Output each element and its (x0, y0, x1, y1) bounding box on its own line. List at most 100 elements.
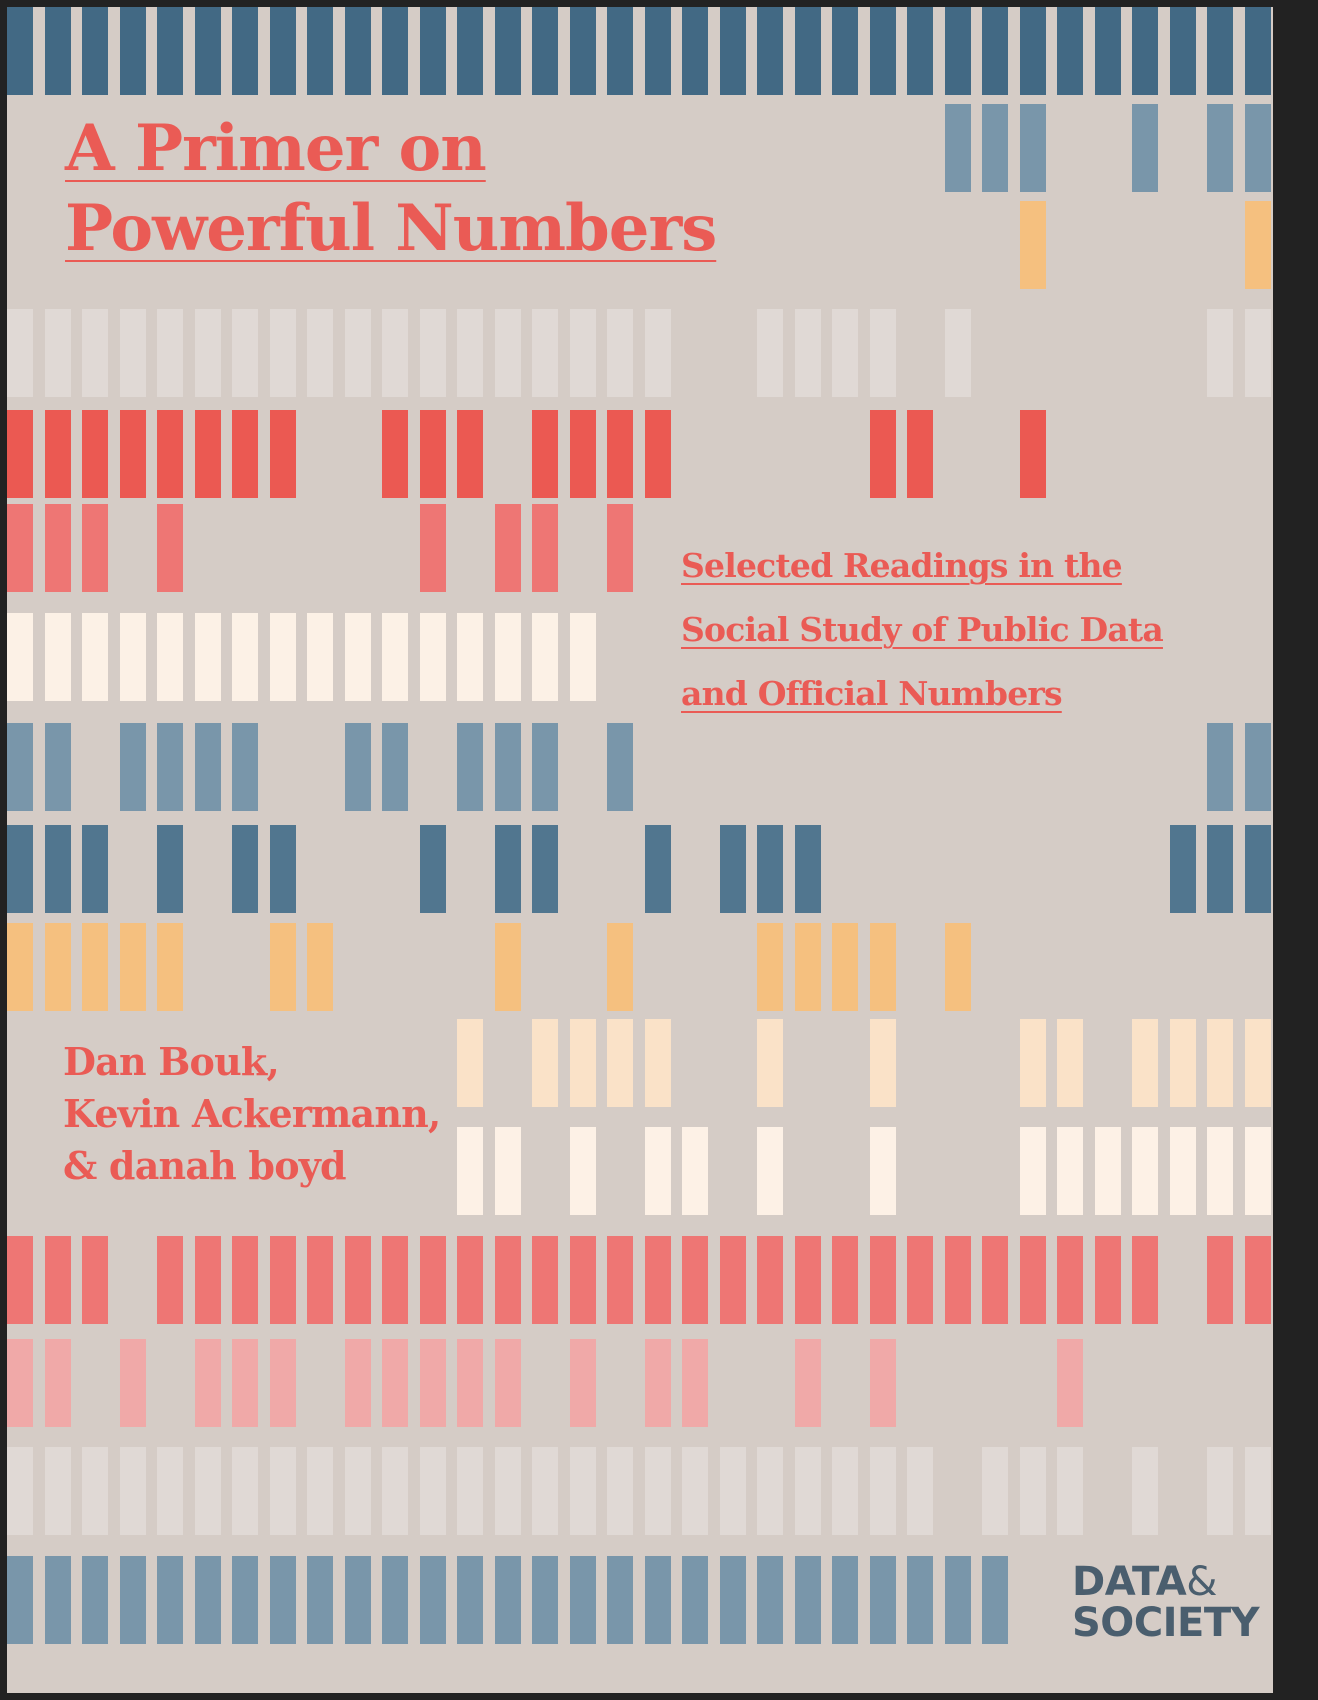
author-1: Dan Bouk, (63, 1039, 280, 1084)
bar-r7-c16 (607, 723, 633, 811)
bar-r1-c32 (1207, 104, 1233, 192)
title-line-2: Powerful Numbers (65, 191, 717, 266)
bar-r15-c26 (982, 1556, 1008, 1644)
bar-r14-c19 (720, 1447, 746, 1535)
bar-r0-c29 (1095, 7, 1121, 95)
bar-r11-c13 (495, 1127, 521, 1215)
bar-r6-c13 (495, 613, 521, 701)
bar-r13-c1 (45, 1339, 71, 1427)
bar-r4-c1 (45, 410, 71, 498)
bar-r9-c20 (757, 923, 783, 1011)
bar-r6-c15 (570, 613, 596, 701)
bar-r15-c7 (270, 1556, 296, 1644)
bar-r15-c20 (757, 1556, 783, 1644)
bar-r5-c0 (7, 504, 33, 592)
bar-r0-c7 (270, 7, 296, 95)
bar-r11-c18 (682, 1127, 708, 1215)
bar-r7-c32 (1207, 723, 1233, 811)
bar-r12-c9 (345, 1236, 371, 1324)
bar-r3-c11 (420, 309, 446, 397)
bar-r3-c1 (45, 309, 71, 397)
bar-r15-c2 (82, 1556, 108, 1644)
bar-r11-c12 (457, 1127, 483, 1215)
bar-r9-c22 (832, 923, 858, 1011)
bar-r0-c16 (607, 7, 633, 95)
bar-r6-c4 (157, 613, 183, 701)
bar-r10-c14 (532, 1019, 558, 1107)
bar-r0-c19 (720, 7, 746, 95)
bar-r9-c4 (157, 923, 183, 1011)
bar-r12-c23 (870, 1236, 896, 1324)
bar-r3-c2 (82, 309, 108, 397)
bar-r0-c5 (195, 7, 221, 95)
bar-r12-c30 (1132, 1236, 1158, 1324)
bar-r8-c13 (495, 825, 521, 913)
bar-r3-c33 (1245, 309, 1271, 397)
title-line-1: A Primer on (65, 111, 487, 186)
bar-r14-c17 (645, 1447, 671, 1535)
bar-r4-c2 (82, 410, 108, 498)
bar-r0-c33 (1245, 7, 1271, 95)
logo-ampersand: & (1186, 1559, 1217, 1605)
bar-r8-c31 (1170, 825, 1196, 913)
bar-r5-c11 (420, 504, 446, 592)
bar-r0-c30 (1132, 7, 1158, 95)
bar-r0-c17 (645, 7, 671, 95)
bar-r15-c6 (232, 1556, 258, 1644)
bar-r15-c9 (345, 1556, 371, 1644)
bar-r15-c22 (832, 1556, 858, 1644)
author-3: & danah boyd (63, 1143, 347, 1188)
bar-r3-c22 (832, 309, 858, 397)
bar-r13-c5 (195, 1339, 221, 1427)
bar-r13-c13 (495, 1339, 521, 1427)
bar-r0-c27 (1020, 7, 1046, 95)
bar-r12-c28 (1057, 1236, 1083, 1324)
bar-r8-c21 (795, 825, 821, 913)
bar-r7-c4 (157, 723, 183, 811)
bar-r9-c7 (270, 923, 296, 1011)
bar-r0-c2 (82, 7, 108, 95)
bar-r14-c5 (195, 1447, 221, 1535)
bar-r3-c23 (870, 309, 896, 397)
bar-r11-c32 (1207, 1127, 1233, 1215)
bar-r4-c10 (382, 410, 408, 498)
bar-r14-c32 (1207, 1447, 1233, 1535)
bar-r1-c25 (945, 104, 971, 192)
bar-r8-c4 (157, 825, 183, 913)
bar-r9-c25 (945, 923, 971, 1011)
bar-r14-c12 (457, 1447, 483, 1535)
bar-r0-c21 (795, 7, 821, 95)
bar-r0-c31 (1170, 7, 1196, 95)
bar-r14-c7 (270, 1447, 296, 1535)
bar-r11-c20 (757, 1127, 783, 1215)
bar-r11-c17 (645, 1127, 671, 1215)
bar-r6-c8 (307, 613, 333, 701)
bar-r14-c10 (382, 1447, 408, 1535)
bar-r0-c9 (345, 7, 371, 95)
bar-r10-c30 (1132, 1019, 1158, 1107)
bar-r13-c15 (570, 1339, 596, 1427)
bar-r15-c15 (570, 1556, 596, 1644)
bar-r13-c18 (682, 1339, 708, 1427)
bar-r4-c6 (232, 410, 258, 498)
bar-r7-c1 (45, 723, 71, 811)
bar-r11-c33 (1245, 1127, 1271, 1215)
bar-r8-c1 (45, 825, 71, 913)
bar-r11-c27 (1020, 1127, 1046, 1215)
bar-r15-c1 (45, 1556, 71, 1644)
bar-r15-c23 (870, 1556, 896, 1644)
author-2: Kevin Ackermann, (63, 1091, 441, 1136)
bar-r6-c10 (382, 613, 408, 701)
bar-r13-c23 (870, 1339, 896, 1427)
bar-r15-c21 (795, 1556, 821, 1644)
bar-r12-c29 (1095, 1236, 1121, 1324)
bar-r11-c23 (870, 1127, 896, 1215)
bar-r8-c2 (82, 825, 108, 913)
bar-r14-c3 (120, 1447, 146, 1535)
bar-r12-c10 (382, 1236, 408, 1324)
bar-r14-c14 (532, 1447, 558, 1535)
bar-r12-c13 (495, 1236, 521, 1324)
bar-r5-c16 (607, 504, 633, 592)
bar-r12-c16 (607, 1236, 633, 1324)
bar-r14-c6 (232, 1447, 258, 1535)
